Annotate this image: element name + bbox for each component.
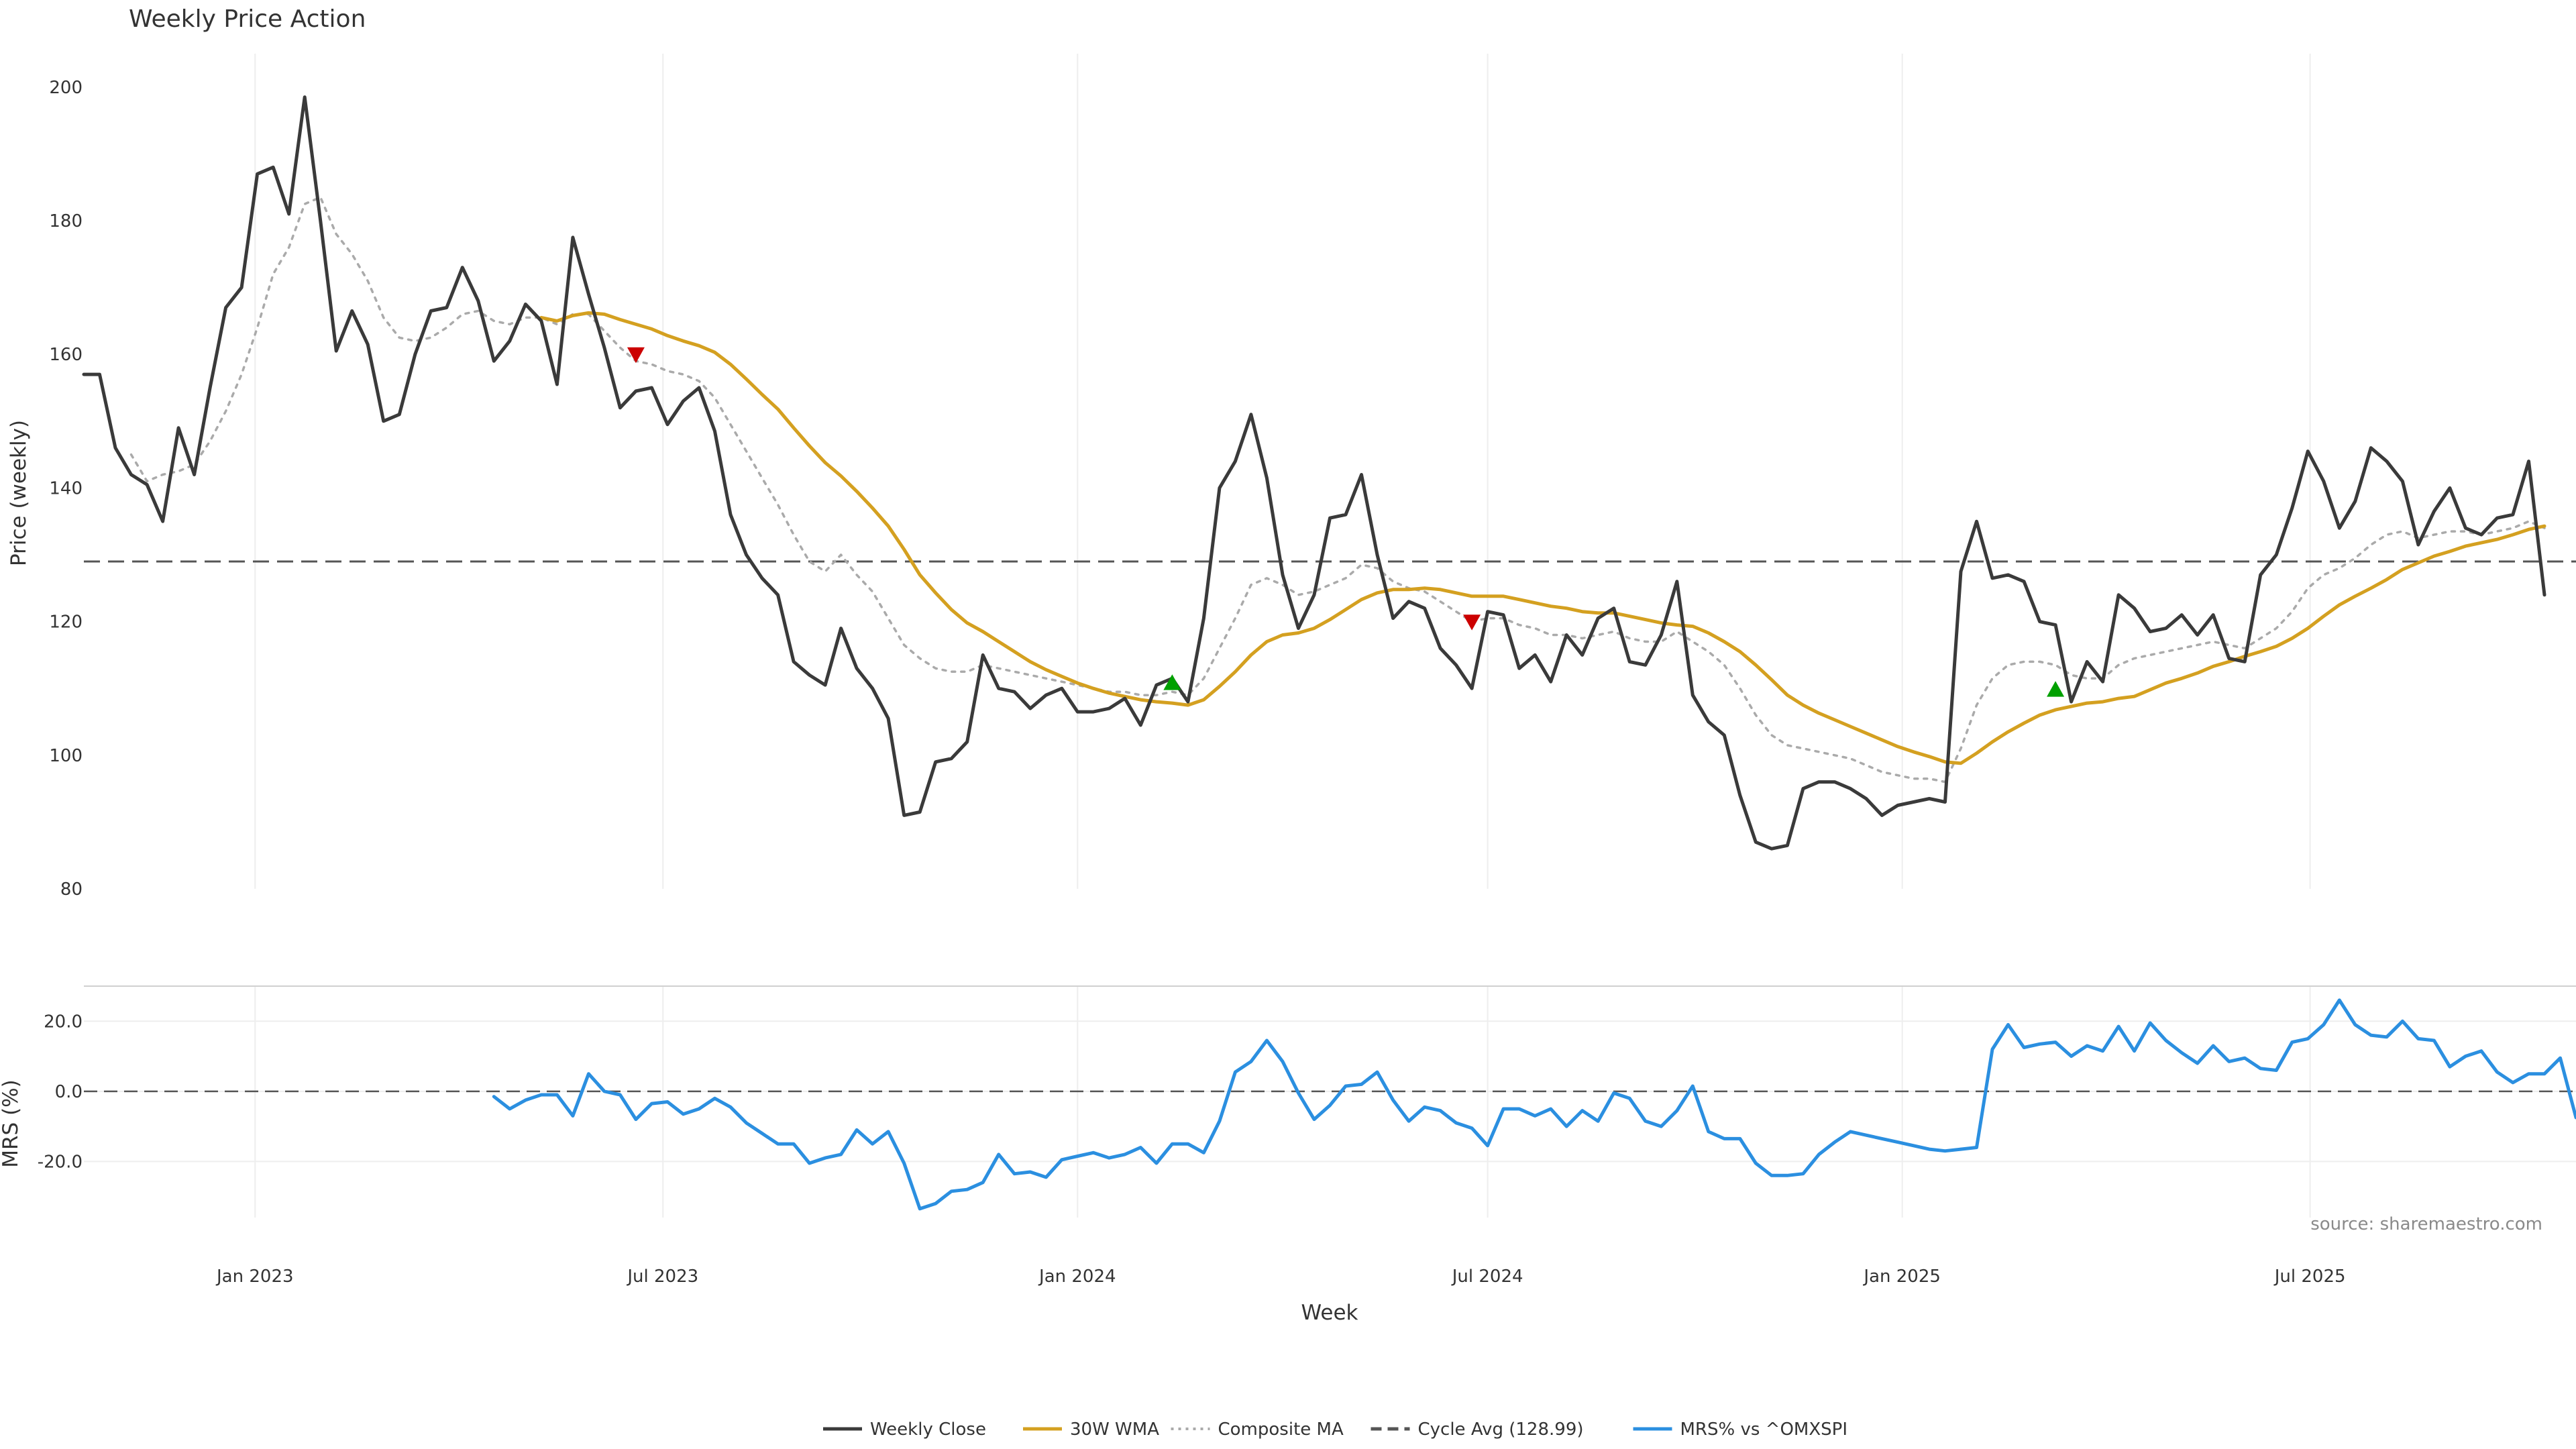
- legend-label-weekly-close: Weekly Close: [870, 1419, 986, 1440]
- x-tick-label: Jan 2024: [1038, 1267, 1116, 1287]
- price-gridlines: [254, 54, 2311, 889]
- mrs-y-tick-label: 20.0: [44, 1012, 83, 1032]
- price-y-tick-label: 140: [49, 478, 83, 498]
- x-tick-label: Jul 2023: [626, 1267, 698, 1287]
- mrs-gridlines: [84, 986, 2576, 1218]
- mrs-y-tick-label: -20.0: [38, 1152, 83, 1172]
- buy-signal-marker: [1163, 674, 1181, 690]
- mrs-y-ticks: -20.0 0.0 20.0: [38, 1012, 83, 1172]
- price-y-ticks: 80 100 120 140 160 180 200: [49, 78, 83, 900]
- legend-label-composite-ma: Composite MA: [1218, 1419, 1344, 1440]
- legend-label-cycle-avg-128-99: Cycle Avg (128.99): [1418, 1419, 1584, 1440]
- price-y-tick-label: 100: [49, 746, 83, 766]
- price-y-tick-label: 160: [49, 345, 83, 365]
- sell-signal-marker: [627, 347, 645, 364]
- price-y-tick-label: 200: [49, 78, 83, 98]
- buy-signal-marker: [2047, 681, 2065, 697]
- series-30w-wma: [539, 311, 2546, 765]
- price-y-tick-label: 120: [49, 612, 83, 633]
- legend-label-30w-wma: 30W WMA: [1070, 1419, 1159, 1440]
- x-tick-label: Jul 2025: [2273, 1267, 2346, 1287]
- signal-markers: [627, 347, 2065, 697]
- price-y-tick-label: 80: [60, 879, 83, 900]
- price-series: [82, 95, 2546, 851]
- source-note: source: sharemaestro.com: [2310, 1214, 2542, 1234]
- series-weekly-close: [82, 95, 2546, 851]
- mrs-y-axis-title: MRS (%): [0, 1079, 23, 1167]
- legend-label-mrs-vs-omxspi: MRS% vs ^OMXSPI: [1680, 1419, 1848, 1440]
- series-mrs-vs-omxspi: [492, 998, 2576, 1211]
- legend: Weekly Close 30W WMA Composite MA Cycle Avg…: [823, 1419, 1847, 1440]
- x-tick-label: Jan 2025: [1862, 1267, 1941, 1287]
- x-ticks: Jan 2023 Jul 2023 Jan 2024 Jul 2024 Jan 2025…: [215, 1267, 2346, 1287]
- x-axis-title: Week: [1301, 1301, 1358, 1325]
- price-y-axis-title: Price (weekly): [7, 420, 31, 566]
- chart-title: Weekly Price Action: [129, 5, 366, 33]
- x-tick-label: Jul 2024: [1451, 1267, 1523, 1287]
- mrs-y-tick-label: 0.0: [55, 1082, 83, 1102]
- series-composite-ma: [129, 196, 2546, 784]
- sell-signal-marker: [1463, 614, 1481, 631]
- price-y-tick-label: 180: [49, 211, 83, 231]
- mrs-series: [492, 998, 2576, 1211]
- x-tick-label: Jan 2023: [215, 1267, 294, 1287]
